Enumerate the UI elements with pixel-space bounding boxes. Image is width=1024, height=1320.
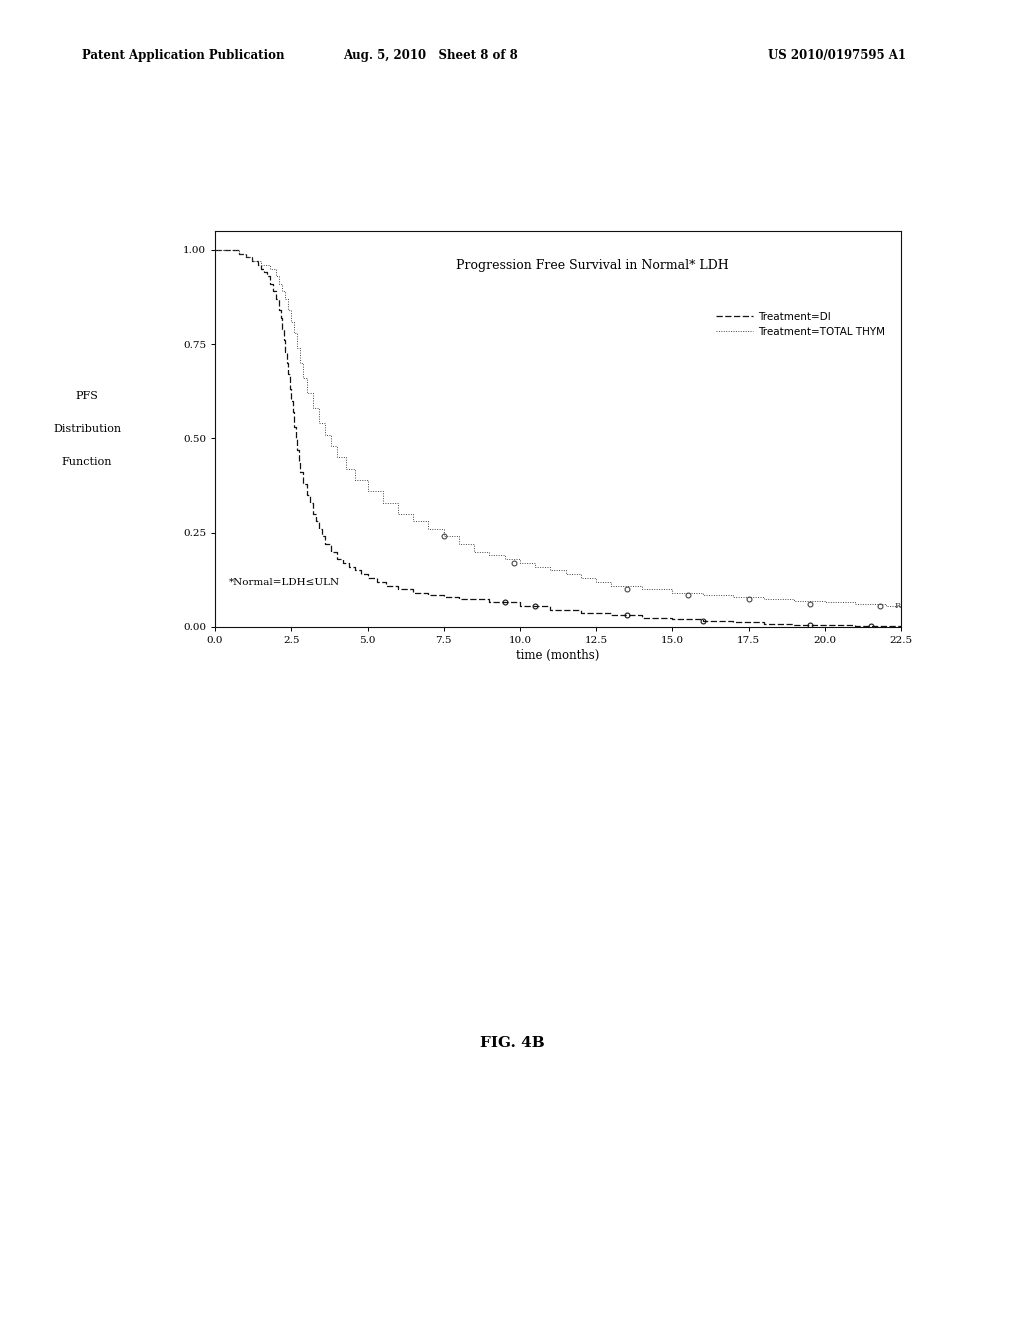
Text: Function: Function (61, 457, 113, 467)
Text: *Normal=LDH≤ULN: *Normal=LDH≤ULN (228, 578, 340, 587)
Text: Patent Application Publication: Patent Application Publication (82, 49, 285, 62)
Text: Distribution: Distribution (53, 424, 121, 434)
Text: FIG. 4B: FIG. 4B (479, 1036, 545, 1049)
Text: time (months): time (months) (516, 649, 600, 663)
Text: R: R (895, 602, 901, 610)
Text: PFS: PFS (76, 391, 98, 401)
Text: Aug. 5, 2010   Sheet 8 of 8: Aug. 5, 2010 Sheet 8 of 8 (343, 49, 517, 62)
Text: US 2010/0197595 A1: US 2010/0197595 A1 (768, 49, 906, 62)
Legend: Treatment=DI, Treatment=TOTAL THYM: Treatment=DI, Treatment=TOTAL THYM (712, 308, 889, 341)
Text: Progression Free Survival in Normal* LDH: Progression Free Survival in Normal* LDH (456, 259, 729, 272)
